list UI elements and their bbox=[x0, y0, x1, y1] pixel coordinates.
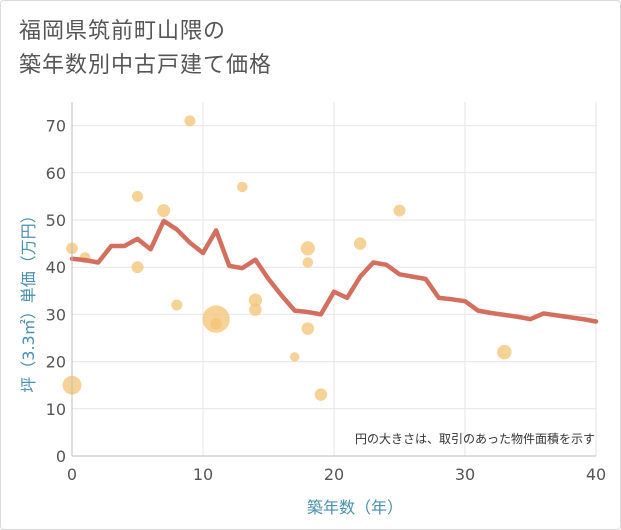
bubble-point bbox=[237, 181, 248, 193]
bubble-point bbox=[131, 190, 144, 202]
y-tick-label: 60 bbox=[46, 164, 66, 183]
bubble-point bbox=[157, 204, 171, 217]
bubble-point bbox=[171, 299, 183, 311]
y-tick-label: 50 bbox=[46, 211, 66, 230]
bubble-point bbox=[131, 261, 144, 274]
chart-title-line1: 福岡県筑前町山隈の bbox=[19, 19, 227, 44]
bubble-point bbox=[302, 257, 314, 268]
x-axis-label: 築年数（年） bbox=[307, 498, 403, 517]
bubble-point bbox=[290, 352, 300, 362]
y-tick-label: 0 bbox=[56, 447, 66, 466]
bubbles-layer bbox=[62, 115, 512, 401]
y-tick-label: 30 bbox=[46, 305, 66, 324]
x-tick-label: 10 bbox=[193, 465, 213, 484]
bubble-point bbox=[353, 237, 367, 250]
y-tick-label: 40 bbox=[46, 258, 66, 277]
trend-line-layer bbox=[69, 218, 599, 324]
bubble-point bbox=[314, 388, 328, 401]
y-axis-label: 坪（3.3㎡）単価（万円） bbox=[19, 207, 38, 392]
x-tick-label: 40 bbox=[586, 465, 606, 484]
y-tick-label: 20 bbox=[46, 353, 66, 372]
size-note: 円の大きさは、取引のあった物件面積を示す bbox=[355, 431, 595, 446]
bubble-point bbox=[301, 322, 315, 335]
x-tick-label: 20 bbox=[324, 465, 344, 484]
bubble-point bbox=[300, 241, 315, 256]
trend-line bbox=[69, 218, 599, 324]
bubble-point bbox=[497, 344, 512, 360]
bubble-point bbox=[249, 303, 262, 316]
bubble-point bbox=[184, 115, 196, 127]
chart-title: 福岡県筑前町山隈の 築年数別中古戸建て価格 bbox=[19, 15, 272, 83]
x-tick-label: 0 bbox=[67, 465, 77, 484]
bubble-point bbox=[248, 293, 263, 307]
chart-title-line2: 築年数別中古戸建て価格 bbox=[19, 53, 273, 78]
bubble-point bbox=[393, 204, 406, 217]
y-tick-label: 10 bbox=[46, 400, 66, 419]
bubble-point bbox=[210, 318, 222, 330]
y-tick-label: 70 bbox=[46, 117, 66, 136]
axes: 0 10 20 30 40 50 60 70 0 10 20 30 40 bbox=[46, 102, 606, 484]
grid-lines bbox=[71, 102, 597, 457]
x-tick-label: 30 bbox=[455, 465, 475, 484]
